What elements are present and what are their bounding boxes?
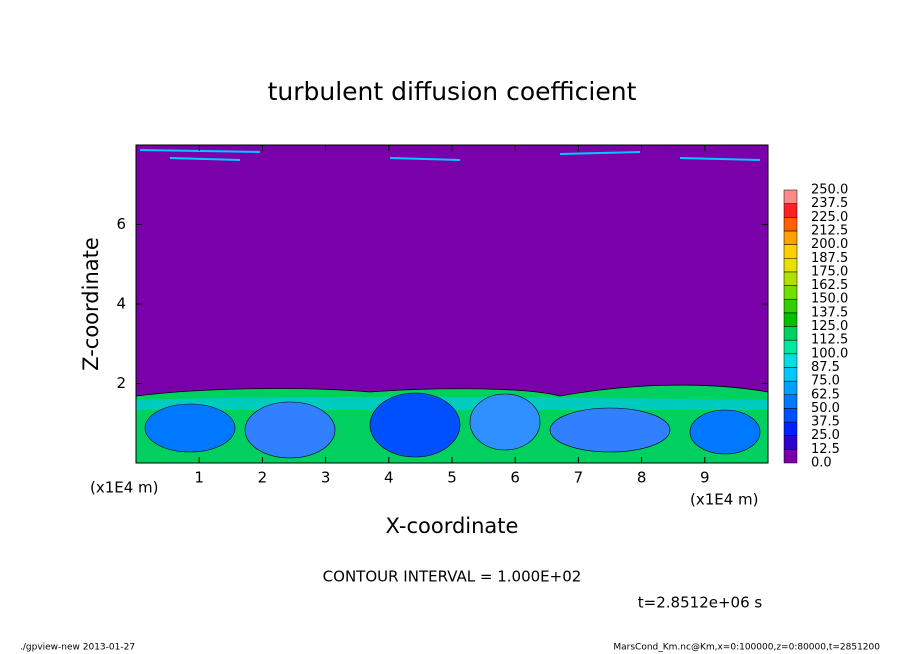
colorbar-box — [783, 408, 798, 423]
x-tick-label: 6 — [510, 469, 520, 487]
colorbar-box — [783, 353, 798, 368]
colorbar-box — [783, 449, 798, 464]
colorbar-box — [783, 326, 798, 341]
x-tick-label: 7 — [574, 469, 584, 487]
field — [135, 145, 769, 464]
chart-title: turbulent diffusion coefficient — [268, 77, 637, 106]
y-tick-label: 6 — [116, 215, 126, 233]
colorbar-label: 75.0 — [811, 374, 840, 389]
y-axis-label: Z-coordinate — [79, 237, 103, 371]
colorbar-label: 87.5 — [811, 360, 840, 375]
colorbar-label: 187.5 — [811, 251, 848, 266]
colorbar-label: 162.5 — [811, 278, 848, 293]
x-tick-label: 5 — [447, 469, 457, 487]
x-tick-label: 9 — [700, 469, 710, 487]
footer-left: ./gpview-new 2013-01-27 — [20, 643, 135, 653]
colorbar-label: 0.0 — [811, 456, 832, 471]
colorbar-box — [783, 258, 798, 273]
colorbar-label: 237.5 — [811, 196, 848, 211]
colorbar-box — [783, 380, 798, 396]
colorbar-label: 200.0 — [811, 237, 848, 252]
x-tick-label: 1 — [194, 469, 204, 487]
colorbar-label: 25.0 — [811, 428, 840, 443]
colorbar-label: 212.5 — [811, 223, 848, 238]
x-unit: (x1E4 m) — [690, 491, 759, 509]
colorbar-box — [783, 421, 798, 436]
colorbar-box — [783, 367, 798, 382]
colorbar-box — [783, 230, 798, 245]
colorbar-box — [783, 435, 798, 450]
colorbar-label: 112.5 — [811, 333, 848, 348]
x-tick-label: 8 — [637, 469, 647, 487]
colorbar-box — [783, 298, 798, 314]
colorbar-label: 175.0 — [811, 264, 848, 279]
colorbar-box — [783, 217, 798, 232]
eddy — [469, 393, 541, 451]
eddy — [144, 403, 236, 453]
y-tick-label: 2 — [116, 374, 126, 392]
colorbar-box — [783, 285, 798, 300]
x-unit: (x1E4 m) — [90, 479, 159, 497]
colorbar-label: 12.5 — [811, 442, 840, 457]
eddy — [689, 409, 761, 455]
y-tick-label: 4 — [116, 295, 126, 313]
colorbar-label: 225.0 — [811, 210, 848, 225]
colorbar-label: 125.0 — [811, 319, 848, 334]
colorbar-box — [783, 189, 798, 204]
x-tick-label: 2 — [258, 469, 268, 487]
contour-interval: CONTOUR INTERVAL = 1.000E+02 — [323, 568, 582, 586]
eddy — [549, 407, 671, 453]
x-axis-label: X-coordinate — [386, 514, 519, 538]
eddy — [244, 401, 336, 459]
colorbar-box — [783, 312, 798, 327]
colorbar-box — [783, 339, 798, 355]
time-label: t=2.8512e+06 s — [638, 594, 763, 612]
x-tick-label: 3 — [321, 469, 331, 487]
colorbar-box — [783, 244, 798, 259]
colorbar-box — [783, 203, 798, 218]
colorbar-label: 250.0 — [811, 183, 848, 198]
colorbar-label: 62.5 — [811, 387, 840, 402]
colorbar-label: 100.0 — [811, 346, 848, 361]
colorbar-label: 150.0 — [811, 292, 848, 307]
colorbar-label: 50.0 — [811, 401, 840, 416]
footer-right: MarsCond_Km.nc@Km,x=0:100000,z=0:80000,t… — [613, 643, 880, 653]
top-noise — [139, 149, 761, 161]
eddy — [369, 392, 461, 458]
colorbar-label: 137.5 — [811, 305, 848, 320]
colorbar-box — [783, 271, 798, 286]
colorbar-box — [783, 394, 798, 409]
x-tick-label: 4 — [384, 469, 394, 487]
colorbar-label: 37.5 — [811, 415, 840, 430]
